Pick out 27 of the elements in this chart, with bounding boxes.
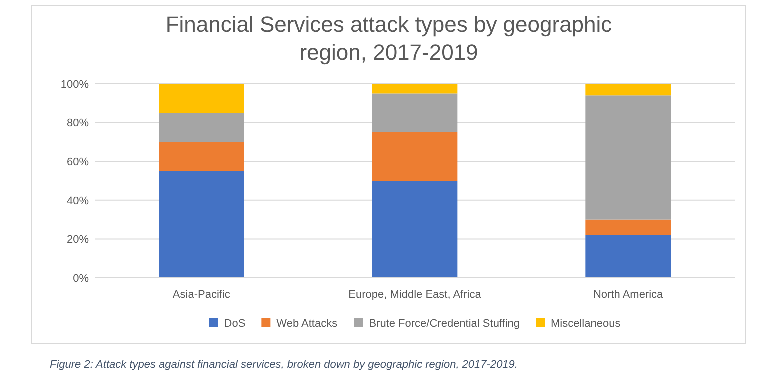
y-tick-label: 60% <box>66 156 90 168</box>
bar <box>586 96 671 220</box>
legend-label: Miscellaneous <box>551 318 622 330</box>
bar <box>159 171 244 278</box>
y-tick-label: 40% <box>66 195 90 208</box>
caption: Figure 2: Attack types against financial services, broken down by geographic region, 2017-2019. <box>50 359 518 371</box>
bar <box>372 84 458 94</box>
chart-title: Financial Services attack types by geographic region, 2017-2019 <box>166 12 612 65</box>
legend-label: Brute Force/Credential Stuffing <box>369 318 520 330</box>
bar <box>586 220 671 236</box>
x-tick-label: Europe, Middle East, Africa <box>348 289 482 301</box>
bar <box>372 181 458 278</box>
y-tick-label: 80% <box>66 118 90 130</box>
x-tick-label: Asia-Pacific <box>172 289 231 301</box>
bar <box>372 132 458 181</box>
bar <box>159 113 244 142</box>
bar <box>586 235 671 278</box>
bar <box>159 84 244 114</box>
bar <box>372 94 458 132</box>
bar <box>159 142 244 172</box>
x-tick-label: North America <box>593 289 664 301</box>
legend-label: DoS <box>224 318 246 330</box>
y-tick-label: 20% <box>66 234 90 246</box>
bar <box>586 84 671 96</box>
y-tick-label: 100% <box>60 78 90 91</box>
legend-label: Web Attacks <box>276 318 338 330</box>
y-tick-label: 0% <box>73 272 90 285</box>
